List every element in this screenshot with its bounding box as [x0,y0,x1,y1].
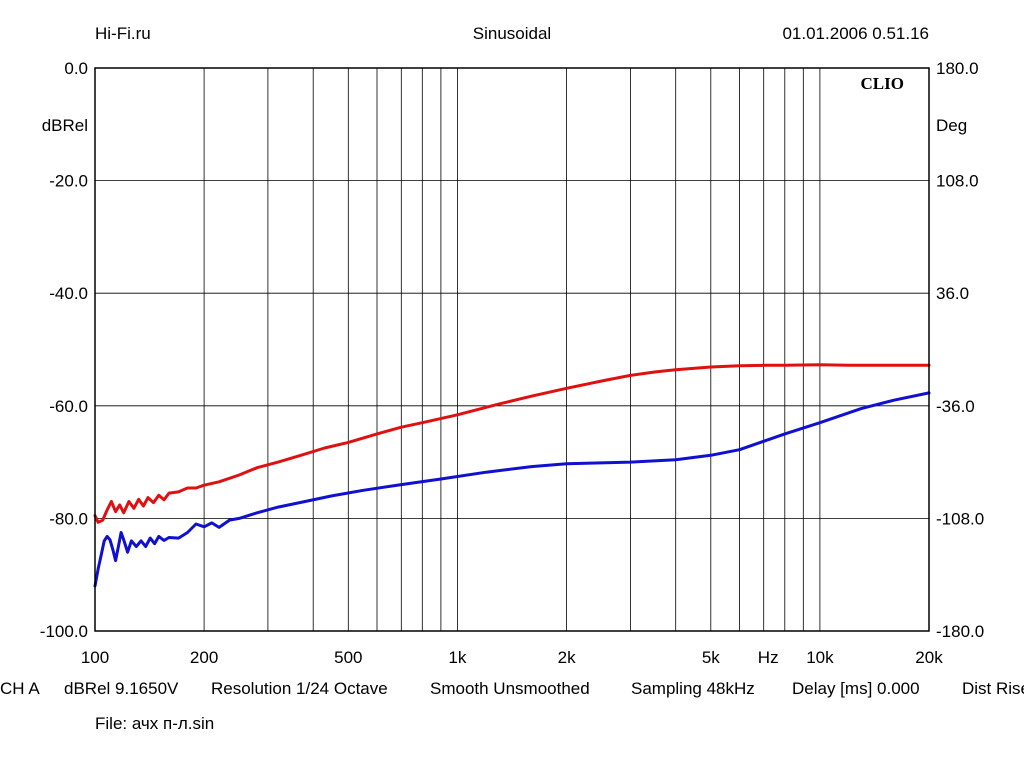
level-label: dBRel 9.1650V [64,679,179,698]
resolution-label: Resolution 1/24 Octave [211,679,388,698]
plot-frame [94,67,930,632]
y-right-tick-label: 180.0 [936,59,979,78]
dist-label: Dist Rise 0 [962,679,1024,698]
x-tick-label: 5k [702,648,720,667]
sampling-label: Sampling 48kHz [631,679,755,698]
x-tick-label: 200 [190,648,218,667]
x-tick-label: 20k [915,648,943,667]
axis-labels: 100 200 500 1k 2k 5k 10k 20k Hz 0.0 -20.0 -40.0 -60.… [40,59,984,667]
series-layer [93,363,931,588]
smooth-label: Smooth Unsmoothed [430,679,590,698]
channel-label: CH A [0,679,40,698]
y-left-tick-label: -40.0 [49,284,88,303]
y-right-tick-label: 108.0 [936,172,979,191]
header-left: Hi-Fi.ru [95,24,151,43]
series-line-blue [93,391,931,588]
x-tick-label: 2k [558,648,576,667]
series-line-red [93,363,931,524]
grid [95,68,929,631]
y-right-tick-label: -36.0 [936,397,975,416]
y-right-tick-label: 36.0 [936,284,969,303]
y-left-tick-label: -60.0 [49,397,88,416]
x-tick-label: 1k [448,648,466,667]
y-left-tick-label: -20.0 [49,172,88,191]
y-left-tick-label: -80.0 [49,509,88,528]
y-right-tick-label: -108.0 [936,509,984,528]
y-right-unit: Deg [936,116,967,135]
clio-logo: CLIO [861,74,904,93]
x-tick-label: 500 [334,648,362,667]
x-tick-label: 10k [806,648,834,667]
file-label: File: ачх п-л.sin [95,714,215,733]
delay-label: Delay [ms] 0.000 [792,679,920,698]
frequency-response-chart: Hi-Fi.ru Sinusoidal 01.01.2006 0.51.16 1… [40,24,984,667]
header-center: Sinusoidal [473,24,551,43]
y-right-tick-label: -180.0 [936,622,984,641]
x-unit-label: Hz [758,648,779,667]
header-right: 01.01.2006 0.51.16 [782,24,929,43]
y-left-tick-label: 0.0 [64,59,88,78]
y-left-unit: dBRel [42,116,88,135]
y-left-tick-label: -100.0 [40,622,88,641]
x-tick-label: 100 [81,648,109,667]
